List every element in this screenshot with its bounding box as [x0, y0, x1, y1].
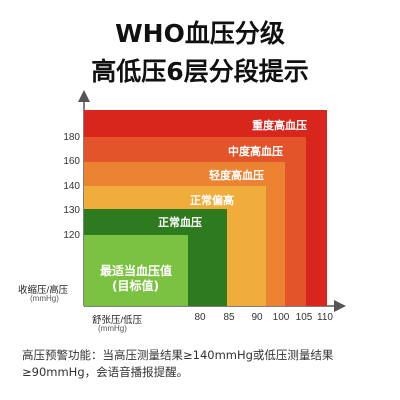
x-tick-110: 110 — [317, 312, 333, 323]
title-line-1: WHO血压分级 — [115, 19, 285, 48]
zone-label-mild: 轻度高血压 — [209, 169, 264, 182]
zone-label-optimal-sub: (目标值) — [112, 279, 159, 293]
zone-label-normal: 正常血压 — [158, 216, 202, 229]
zone-label-severe: 重度高血压 — [252, 119, 307, 132]
x-tick-90: 90 — [251, 312, 263, 323]
y-axis-unit: (mmHg) — [30, 294, 59, 303]
x-tick-100: 100 — [272, 312, 290, 323]
zone-label-moderate: 中度高血压 — [228, 145, 283, 158]
zone-label-optimal: 最适当血压值 — [100, 264, 173, 278]
x-tick-105: 105 — [295, 312, 313, 323]
y-tick-120: 120 — [63, 230, 80, 241]
zone-label-high-normal: 正常偏高 — [190, 194, 234, 207]
x-axis-unit: (mmHg) — [98, 324, 127, 333]
y-tick-180: 180 — [63, 132, 80, 143]
x-tick-85: 85 — [223, 312, 235, 323]
warning-note: 高压预警功能：当高压测量结果≥140mmHg或低压测量结果≥90mmHg，会语音… — [22, 348, 334, 379]
title-line-2: 高低压6层分段提示 — [91, 57, 309, 86]
x-axis-label: 舒张压/低压 — [92, 315, 143, 326]
y-axis-label: 收缩压/高压 — [18, 285, 69, 296]
y-tick-140: 140 — [63, 181, 80, 192]
x-tick-80: 80 — [194, 312, 206, 323]
y-tick-130: 130 — [63, 205, 80, 216]
zone-optimal — [84, 235, 188, 306]
y-tick-160: 160 — [63, 156, 80, 167]
